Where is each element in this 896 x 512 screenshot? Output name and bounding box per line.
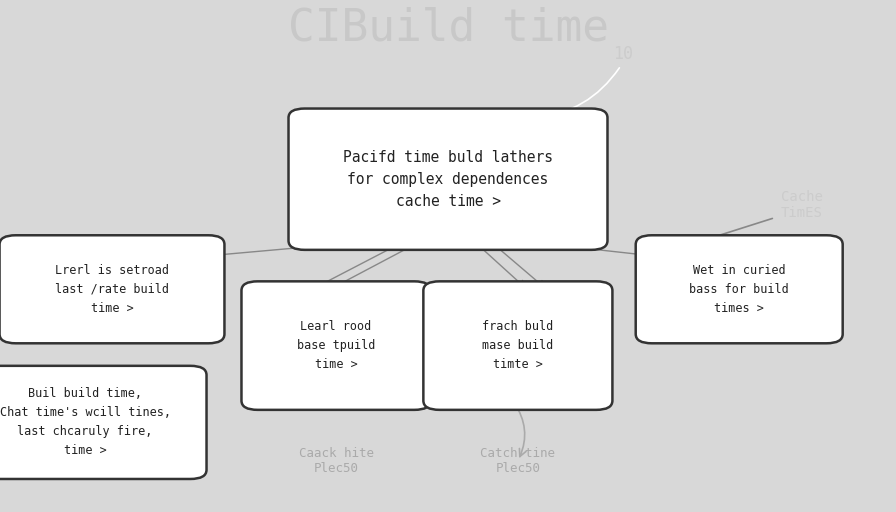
Text: Buil build time,
Chat time's wcill tines,
last chcaruly fire,
time >: Buil build time, Chat time's wcill tines… bbox=[0, 388, 170, 457]
Text: Pacifd time buld lathers
for complex dependences
cache time >: Pacifd time buld lathers for complex dep… bbox=[343, 150, 553, 209]
FancyBboxPatch shape bbox=[423, 282, 612, 410]
Text: Wet in curied
bass for build
times >: Wet in curied bass for build times > bbox=[689, 264, 789, 315]
FancyBboxPatch shape bbox=[0, 366, 206, 479]
Text: Learl rood
base tpuild
time >: Learl rood base tpuild time > bbox=[297, 320, 375, 371]
Text: Catch tine
Plec50: Catch tine Plec50 bbox=[480, 447, 556, 475]
Text: CIBuild time: CIBuild time bbox=[288, 7, 608, 50]
Text: 10: 10 bbox=[613, 45, 633, 63]
FancyBboxPatch shape bbox=[0, 236, 224, 343]
FancyBboxPatch shape bbox=[242, 282, 430, 410]
FancyBboxPatch shape bbox=[635, 236, 842, 343]
Text: Cache
TimES: Cache TimES bbox=[781, 190, 823, 220]
Text: frach buld
mase build
timte >: frach buld mase build timte > bbox=[482, 320, 554, 371]
FancyBboxPatch shape bbox=[289, 109, 607, 250]
Text: Caack hite
Plec50: Caack hite Plec50 bbox=[298, 447, 374, 475]
Text: Lrerl is setroad
last /rate build
time >: Lrerl is setroad last /rate build time > bbox=[55, 264, 169, 315]
